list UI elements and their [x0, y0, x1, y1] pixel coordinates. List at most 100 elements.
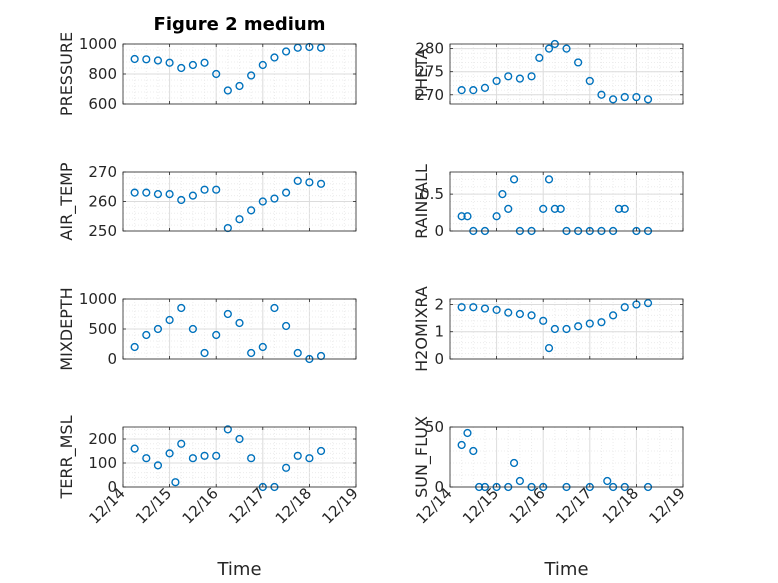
h2omixra-point [492, 305, 501, 315]
theta-point [562, 44, 571, 53]
h2omixra-y-axis-label: H2OMIXRA [412, 286, 431, 372]
h2omixra-point [574, 322, 583, 331]
terr_msl-x-tick-label: 12/17 [225, 484, 268, 527]
pressure-y-tick-label: 800 [88, 65, 117, 83]
pressure-y-tick-label: 1000 [79, 35, 117, 53]
theta-point [527, 72, 536, 81]
air_temp-point [212, 185, 221, 194]
air_temp-point [247, 206, 256, 215]
terr_msl-x-axis-label: Time [216, 559, 261, 580]
terr_msl-x-tick-label: 12/19 [318, 484, 361, 527]
h2omixra-point [608, 311, 618, 320]
theta-point [469, 86, 478, 95]
h2omixra-point [504, 308, 513, 317]
mixdepth-y-tick-label: 500 [88, 320, 117, 338]
rainfall-point [492, 212, 501, 221]
h2omixra-point [469, 303, 478, 312]
mixdepth-point [247, 348, 256, 358]
air_temp-point [200, 185, 209, 194]
theta-y-tick-label: 270 [415, 86, 444, 104]
terr_msl-point [130, 444, 139, 453]
h2omixra-y-tick-label: 0 [434, 350, 444, 368]
terr_msl-y-tick-label: 0 [107, 478, 117, 496]
sun_flux-x-tick-label: 12/17 [552, 484, 595, 527]
h2omixra-point [620, 303, 629, 312]
sun_flux-x-tick-label: 12/18 [599, 484, 642, 527]
mixdepth-point [130, 342, 139, 352]
terr_msl-x-tick-label: 12/16 [179, 484, 222, 527]
sun_flux-point [603, 476, 612, 486]
air_temp-point [142, 188, 151, 197]
terr_msl-point [316, 446, 326, 456]
sun_flux-y-tick-label: 0 [434, 478, 444, 496]
terr_msl-axes-box [122, 426, 357, 488]
rainfall-y-tick-label: 0.5 [420, 185, 444, 203]
air_temp-point [282, 188, 291, 197]
theta-point [515, 74, 525, 83]
air_temp-point [235, 215, 244, 224]
rainfall-point [498, 190, 507, 199]
terr_msl-point [177, 439, 186, 448]
theta-point [535, 53, 544, 62]
air_temp-point [153, 190, 163, 199]
pressure-point [305, 42, 314, 52]
rainfall-y-tick-label: 0 [434, 222, 444, 240]
rainfall-point [544, 175, 554, 184]
terr_msl-point [153, 461, 163, 470]
terr_msl-point [305, 454, 314, 463]
theta-point [597, 90, 606, 99]
theta-point [620, 92, 629, 102]
air_temp-point [188, 191, 198, 200]
terr_msl-x-tick-label: 12/18 [272, 484, 315, 527]
mixdepth-point [282, 321, 291, 331]
mixdepth-point [212, 330, 221, 340]
theta-axes-box [449, 43, 684, 105]
h2omixra-point [457, 303, 466, 312]
air_temp-point [130, 188, 139, 197]
mixdepth-point [153, 324, 163, 334]
theta-y-tick-label: 280 [415, 40, 444, 58]
terr_msl-point [223, 425, 232, 434]
mixdepth-y-tick-label: 1000 [79, 290, 117, 308]
mixdepth-y-tick-label: 0 [107, 350, 117, 368]
terr_msl-point [165, 449, 174, 458]
sun_flux-y-axis-label: SUN_FLUX [412, 416, 432, 498]
rainfall-point [539, 204, 548, 213]
theta-point [643, 95, 653, 104]
rainfall-point [556, 204, 565, 213]
pressure-point [235, 81, 244, 91]
air_temp-y-tick-label: 270 [88, 163, 117, 181]
theta-point [457, 86, 466, 95]
pressure-point [153, 56, 163, 65]
h2omixra-point [527, 311, 536, 320]
pressure-point [200, 58, 209, 67]
h2omixra-point [480, 304, 490, 313]
terr_msl-y-tick-label: 200 [88, 430, 117, 448]
terr_msl-point [235, 434, 244, 444]
terr_msl-y-axis-label: TERR_MSL [57, 415, 77, 499]
mixdepth-point [165, 315, 174, 325]
theta-point [492, 76, 501, 86]
pressure-point [188, 60, 198, 70]
figure-title: Figure 2 medium [154, 14, 326, 35]
pressure-point [165, 58, 174, 67]
mixdepth-point [188, 324, 198, 334]
sun_flux-point [457, 440, 466, 450]
rainfall-point [550, 204, 559, 213]
rainfall-point [457, 212, 466, 221]
theta-y-tick-label: 275 [415, 63, 444, 81]
sun_flux-x-tick-label: 12/16 [506, 484, 549, 527]
h2omixra-point [562, 324, 571, 334]
pressure-point [212, 69, 221, 79]
rainfall-point [504, 204, 513, 213]
air_temp-point [293, 176, 302, 185]
theta-point [504, 72, 513, 81]
terr_msl-x-tick-label: 12/15 [132, 484, 175, 527]
terr_msl-point [282, 463, 291, 472]
sun_flux-axes-box [449, 426, 684, 488]
mixdepth-point [200, 348, 209, 358]
sun_flux-point [469, 446, 478, 456]
terr_msl-point [171, 478, 180, 487]
air_temp-point [223, 223, 232, 233]
